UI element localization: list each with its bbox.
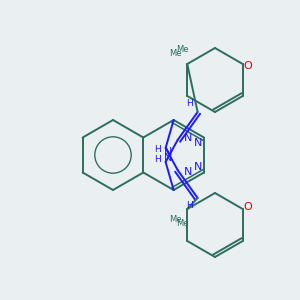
Text: N: N xyxy=(183,167,192,177)
Text: H: H xyxy=(186,100,193,109)
Text: N: N xyxy=(183,133,192,143)
Text: H: H xyxy=(154,146,161,154)
Text: O: O xyxy=(243,61,252,71)
Text: H: H xyxy=(154,155,161,164)
Text: N: N xyxy=(164,153,172,163)
Text: Me: Me xyxy=(176,220,188,229)
Text: N: N xyxy=(194,162,202,172)
Text: Me: Me xyxy=(176,44,188,53)
Text: N: N xyxy=(194,138,202,148)
Text: Me: Me xyxy=(169,50,182,58)
Text: Me: Me xyxy=(169,214,182,224)
Text: N: N xyxy=(164,147,172,157)
Text: O: O xyxy=(243,202,252,212)
Text: H: H xyxy=(186,202,193,211)
